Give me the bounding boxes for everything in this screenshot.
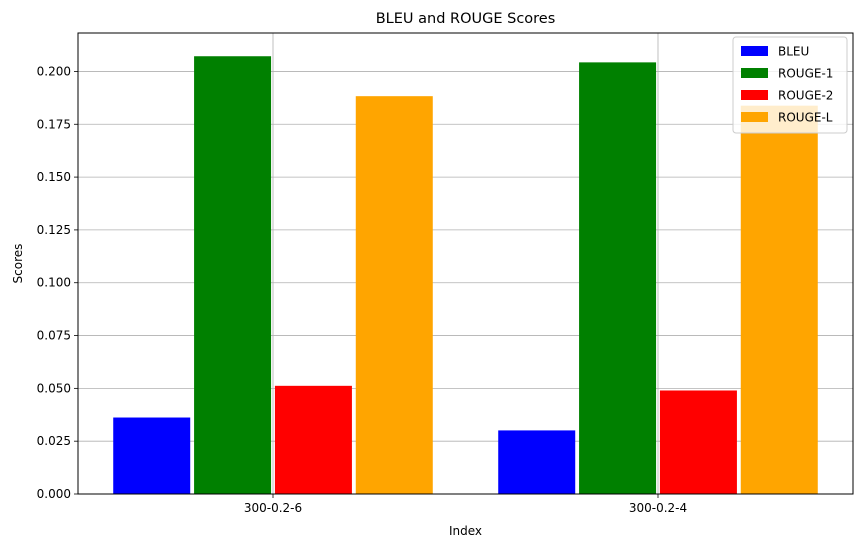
- y-tick-label: 0.025: [37, 434, 71, 448]
- bar-rouge-2-2: [659, 390, 737, 494]
- bar-bleu-2: [498, 430, 576, 494]
- chart-title: BLEU and ROUGE Scores: [376, 11, 556, 27]
- legend-label: ROUGE-L: [778, 111, 833, 125]
- bar-rouge-l-2: [740, 105, 818, 494]
- legend-label: BLEU: [778, 45, 809, 59]
- y-axis-label: Scores: [11, 244, 25, 284]
- y-axis: 0.000 0.025 0.050 0.075 0.100 0.125 0.150 0.175…: [37, 64, 78, 501]
- bar-rouge-1-1: [194, 56, 272, 495]
- y-tick-label: 0.150: [37, 170, 71, 184]
- y-tick-label: 0.075: [37, 329, 71, 343]
- y-tick-label: 0.125: [37, 223, 71, 237]
- x-axis-label: Index: [449, 524, 482, 538]
- y-tick-label: 0.000: [37, 487, 71, 501]
- plot-frame: [77, 32, 854, 495]
- legend-swatch: [741, 46, 768, 56]
- legend-box: [732, 36, 848, 134]
- legend-label: ROUGE-2: [778, 89, 833, 103]
- bar-rouge-1-2: [579, 62, 657, 494]
- x-axis: 300-0.2-6 300-0.2-4: [244, 494, 687, 515]
- y-tick-label: 0.200: [37, 64, 71, 78]
- y-tick-label: 0.050: [37, 381, 71, 395]
- legend-swatch: [741, 68, 768, 78]
- legend-swatch: [741, 112, 768, 122]
- bar-rouge-l-1: [355, 96, 433, 494]
- bars-layer: [113, 56, 818, 495]
- x-tick-label: 300-0.2-4: [629, 501, 687, 515]
- x-tick-label: 300-0.2-6: [244, 501, 302, 515]
- legend-swatch: [741, 90, 768, 100]
- legend-label: ROUGE-1: [778, 67, 833, 81]
- bar-bleu-1: [113, 417, 191, 494]
- bar-rouge-2-1: [274, 385, 352, 494]
- y-tick-label: 0.100: [37, 276, 71, 290]
- legend: BLEU ROUGE-1 ROUGE-2 ROUGE-L: [732, 36, 848, 134]
- y-tick-label: 0.175: [37, 117, 71, 131]
